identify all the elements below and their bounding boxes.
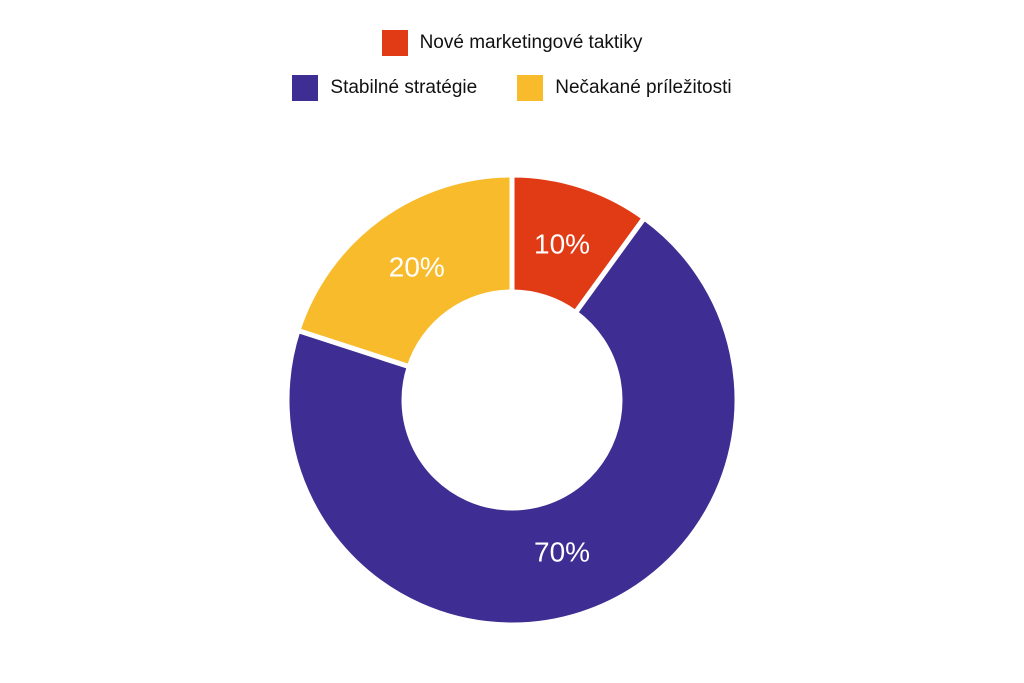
donut-slice-label: 70%	[534, 536, 590, 567]
chart-canvas: Nové marketingové taktiky Stabilné strat…	[0, 0, 1024, 683]
donut-slice-label: 10%	[534, 228, 590, 259]
donut-slice-label: 20%	[389, 251, 445, 282]
donut-chart: 10% 70% 20%	[0, 0, 1024, 683]
donut-hole	[404, 292, 620, 508]
